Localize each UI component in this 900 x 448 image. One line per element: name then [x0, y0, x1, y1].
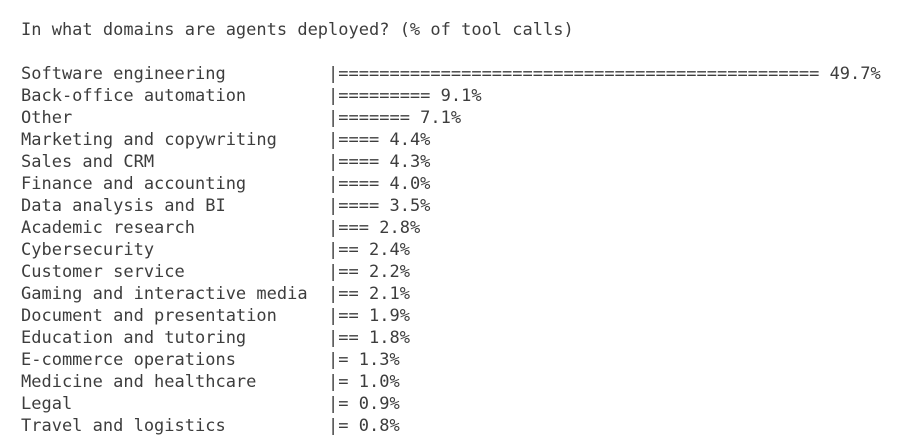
- row-value: 2.8%: [369, 218, 421, 238]
- chart-row: Marketing and copywriting |==== 4.4%: [21, 129, 900, 151]
- chart-row: Travel and logistics |= 0.8%: [21, 415, 900, 437]
- row-value: 2.2%: [358, 262, 410, 282]
- row-value: 4.3%: [379, 152, 431, 172]
- ascii-bar-chart: Software engineering |==================…: [21, 63, 900, 437]
- ascii-bar: |===: [328, 218, 369, 238]
- chart-row: Document and presentation |== 1.9%: [21, 305, 900, 327]
- row-label: Legal: [21, 394, 329, 414]
- row-value: 2.1%: [358, 284, 410, 304]
- chart-row: Other |======= 7.1%: [21, 107, 900, 129]
- row-value: 2.4%: [358, 240, 410, 260]
- ascii-bar: |==: [328, 328, 359, 348]
- row-value: 7.1%: [409, 108, 462, 128]
- chart-row: Legal |= 0.9%: [21, 393, 900, 415]
- row-label: Cybersecurity: [21, 240, 329, 260]
- chart-title: In what domains are agents deployed? (% …: [21, 20, 574, 40]
- row-value: 3.5%: [379, 196, 431, 216]
- chart-row: Education and tutoring |== 1.8%: [21, 327, 900, 349]
- row-value: 0.8%: [348, 416, 400, 436]
- row-value: 4.4%: [379, 130, 431, 150]
- row-label: Finance and accounting: [21, 174, 329, 194]
- ascii-bar: |=: [328, 350, 349, 370]
- row-label: Document and presentation: [21, 306, 329, 326]
- row-label: Gaming and interactive media: [21, 284, 329, 304]
- chart-row: Academic research |=== 2.8%: [21, 217, 900, 239]
- row-label: Education and tutoring: [21, 328, 329, 348]
- ascii-bar: |=======================================…: [328, 64, 820, 84]
- chart-row: Back-office automation |========= 9.1%: [21, 85, 900, 107]
- chart-row: Cybersecurity |== 2.4%: [21, 239, 900, 261]
- row-value: 0.9%: [348, 394, 400, 414]
- chart-row: E-commerce operations |= 1.3%: [21, 349, 900, 371]
- chart-row: Finance and accounting |==== 4.0%: [21, 173, 900, 195]
- chart-row: Gaming and interactive media |== 2.1%: [21, 283, 900, 305]
- ascii-bar: |====: [328, 174, 380, 194]
- ascii-bar: |==: [328, 240, 359, 260]
- chart-row: Sales and CRM |==== 4.3%: [21, 151, 900, 173]
- chart-row: Customer service |== 2.2%: [21, 261, 900, 283]
- row-label: Marketing and copywriting: [21, 130, 329, 150]
- chart-row: Data analysis and BI |==== 3.5%: [21, 195, 900, 217]
- ascii-bar: |==: [328, 306, 359, 326]
- ascii-bar: |====: [328, 130, 380, 150]
- ascii-bar: |=: [328, 394, 349, 414]
- ascii-bar: |=: [328, 372, 349, 392]
- ascii-bar: |==: [328, 284, 359, 304]
- row-label: Data analysis and BI: [21, 196, 329, 216]
- row-value: 1.3%: [348, 350, 400, 370]
- ascii-bar: |====: [328, 196, 380, 216]
- row-label: Other: [21, 108, 329, 128]
- row-label: Customer service: [21, 262, 329, 282]
- ascii-bar: |=======: [328, 108, 410, 128]
- row-label: E-commerce operations: [21, 350, 329, 370]
- row-label: Academic research: [21, 218, 329, 238]
- row-label: Back-office automation: [21, 86, 329, 106]
- row-label: Travel and logistics: [21, 416, 329, 436]
- row-value: 4.0%: [379, 174, 431, 194]
- row-label: Medicine and healthcare: [21, 372, 329, 392]
- chart-row: Software engineering |==================…: [21, 63, 900, 85]
- row-value: 49.7%: [819, 64, 881, 84]
- ascii-bar: |=: [328, 416, 349, 436]
- blank-line: [21, 41, 900, 63]
- ascii-bar: |=========: [328, 86, 431, 106]
- row-value: 1.0%: [348, 372, 400, 392]
- row-label: Sales and CRM: [21, 152, 329, 172]
- row-value: 1.8%: [358, 328, 410, 348]
- ascii-bar: |====: [328, 152, 380, 172]
- chart-row: Medicine and healthcare |= 1.0%: [21, 371, 900, 393]
- ascii-bar: |==: [328, 262, 359, 282]
- row-value: 1.9%: [358, 306, 410, 326]
- row-value: 9.1%: [430, 86, 482, 106]
- row-label: Software engineering: [21, 64, 329, 84]
